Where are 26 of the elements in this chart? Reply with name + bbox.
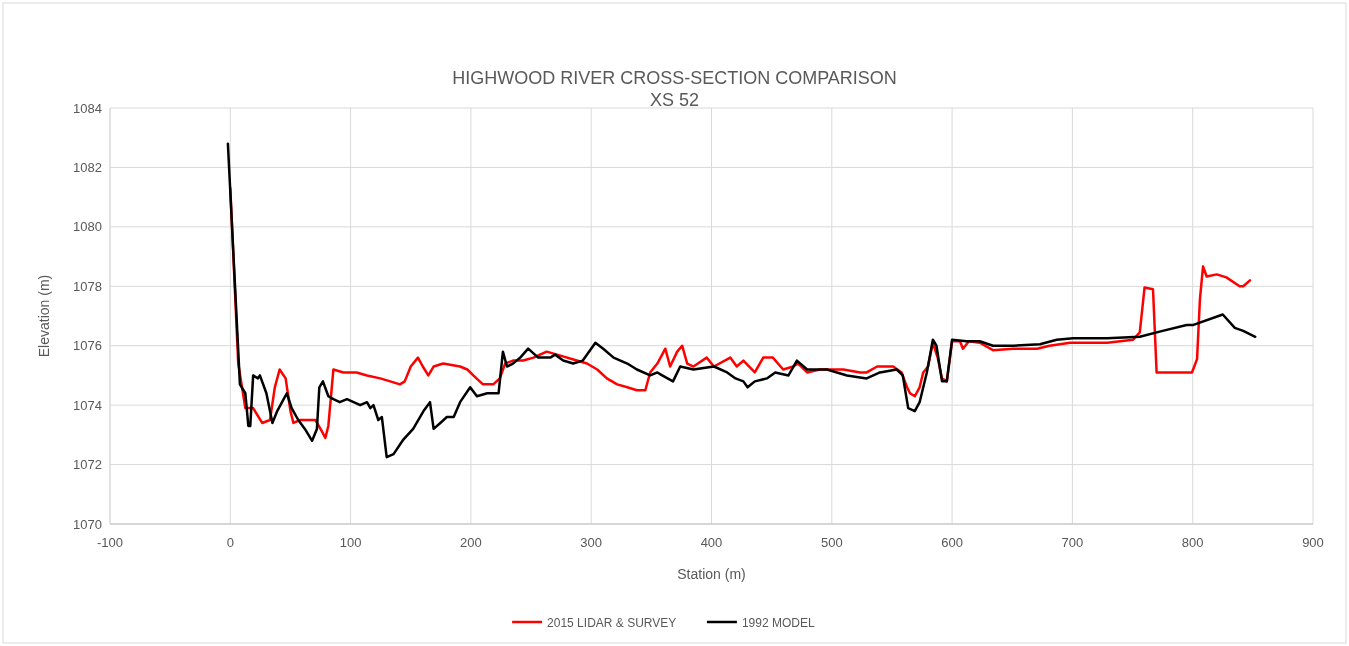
- y-tick-label: 1082: [73, 159, 102, 175]
- y-tick-label: 1080: [73, 219, 102, 235]
- x-tick-label: 500: [820, 535, 843, 550]
- chart-title: HIGHWOOD RIVER CROSS-SECTION COMPARISON: [452, 68, 897, 88]
- y-tick-label: 1076: [73, 338, 102, 354]
- x-tick-label: 300: [580, 535, 603, 550]
- legend-label: 2015 LIDAR & SURVEY: [547, 615, 677, 630]
- x-tick-label: 200: [460, 535, 482, 550]
- x-tick-label: 0: [226, 535, 234, 550]
- x-tick-label: -100: [96, 535, 124, 550]
- y-tick-label: 1084: [73, 100, 102, 116]
- line-series: [226, 142, 1257, 459]
- x-tick-label: 800: [1181, 535, 1204, 550]
- x-tick-label: 600: [941, 535, 963, 550]
- x-tick-label: 700: [1061, 535, 1084, 550]
- y-tick-label: 1072: [73, 457, 102, 473]
- y-axis-title: Elevation (m): [36, 274, 52, 358]
- y-tick-label: 1074: [73, 397, 102, 413]
- x-axis-title: Station (m): [677, 566, 746, 582]
- y-tick-label: 1070: [73, 516, 102, 532]
- legend-label: 1992 MODEL: [741, 615, 815, 630]
- chart-subtitle: XS 52: [649, 90, 700, 110]
- x-tick-label: 100: [339, 535, 362, 550]
- x-tick-label: 400: [700, 535, 723, 550]
- y-tick-label: 1078: [73, 278, 102, 294]
- x-tick-label: 900: [1302, 535, 1324, 550]
